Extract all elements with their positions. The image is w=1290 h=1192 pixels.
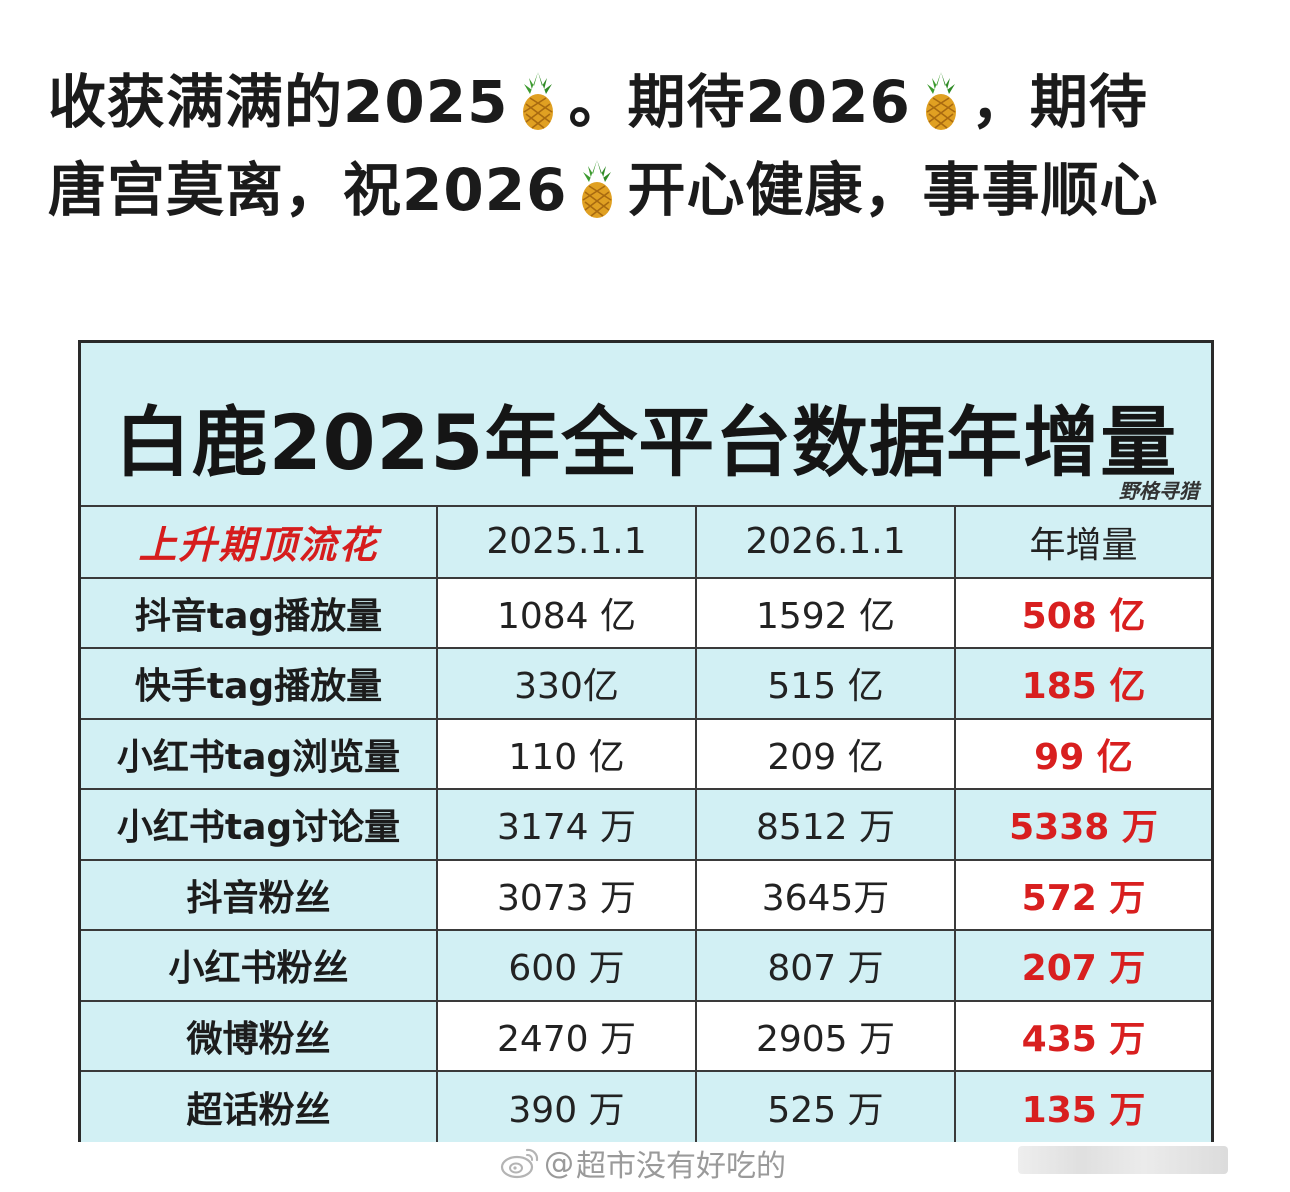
value-2026-cell: 1592 亿 [695, 576, 956, 649]
value-2025-cell: 2470 万 [436, 999, 697, 1072]
table-header-cell: 2026.1.1 [695, 507, 956, 579]
value-2026-cell: 525 万 [695, 1070, 956, 1142]
post-text-segment: 。期待2026 [568, 68, 911, 136]
value-2026-cell: 8512 万 [695, 788, 956, 861]
table-row: 抖音粉丝 3073 万 3645万 572 万 [81, 858, 1211, 931]
post-text-segment: 唐宫莫离，祝2026 [48, 156, 568, 224]
gain-cell: 99 亿 [954, 717, 1211, 790]
value-2025-cell: 3073 万 [436, 858, 697, 931]
post-line-1: 收获满满的2025 。期待2026 ，期待 [48, 58, 1248, 146]
value-2025-cell: 1084 亿 [436, 576, 697, 649]
weibo-icon [500, 1148, 539, 1179]
metric-cell: 小红书粉丝 [81, 929, 438, 1002]
data-card-image[interactable]: 白鹿2025年全平台数据年增量 野格寻猎 上升期顶流花 2025.1.1 202… [78, 340, 1214, 1142]
table-header-cell: 2025.1.1 [436, 507, 697, 579]
metric-cell: 超话粉丝 [81, 1070, 438, 1142]
table-row: 小红书tag讨论量 3174 万 8512 万 5338 万 [81, 788, 1211, 861]
post-text: 收获满满的2025 。期待2026 ，期待 唐宫莫离，祝2026 开心健康，事事… [48, 58, 1248, 234]
table-row: 抖音tag播放量 1084 亿 1592 亿 508 亿 [81, 576, 1211, 649]
metric-cell: 小红书tag讨论量 [81, 788, 438, 861]
post-text-segment: 收获满满的2025 [48, 68, 509, 136]
metric-cell: 抖音tag播放量 [81, 576, 438, 649]
pineapple-icon [925, 72, 956, 130]
data-table: 上升期顶流花 2025.1.1 2026.1.1 年增量 抖音tag播放量 10… [81, 507, 1211, 1142]
metric-cell: 微博粉丝 [81, 999, 438, 1072]
value-2026-cell: 807 万 [695, 929, 956, 1002]
post-text-segment: ，期待 [970, 68, 1148, 136]
value-2025-cell: 330亿 [436, 647, 697, 720]
gain-cell: 435 万 [954, 999, 1211, 1072]
gain-cell: 5338 万 [954, 788, 1211, 861]
table-header-cell: 年增量 [954, 507, 1211, 579]
value-2026-cell: 2905 万 [695, 999, 956, 1072]
pineapple-icon [523, 72, 554, 130]
table-row: 小红书tag浏览量 110 亿 209 亿 99 亿 [81, 717, 1211, 790]
gain-cell: 207 万 [954, 929, 1211, 1002]
card-title: 白鹿2025年全平台数据年增量 [114, 398, 1178, 487]
table-row: 小红书粉丝 600 万 807 万 207 万 [81, 929, 1211, 1002]
post-text-segment: 开心健康，事事顺心 [627, 156, 1159, 224]
value-2025-cell: 390 万 [436, 1070, 697, 1142]
at-sign: @ [544, 1145, 574, 1181]
table-header-cell: 上升期顶流花 [81, 507, 438, 579]
metric-cell: 抖音粉丝 [81, 858, 438, 931]
gain-cell: 185 亿 [954, 647, 1211, 720]
table-row: 快手tag播放量 330亿 515 亿 185 亿 [81, 647, 1211, 720]
pineapple-icon [582, 160, 613, 218]
value-2025-cell: 110 亿 [436, 717, 697, 790]
value-2025-cell: 600 万 [436, 929, 697, 1002]
value-2026-cell: 209 亿 [695, 717, 956, 790]
gain-cell: 135 万 [954, 1070, 1211, 1142]
metric-cell: 小红书tag浏览量 [81, 717, 438, 790]
value-2025-cell: 3174 万 [436, 788, 697, 861]
metric-cell: 快手tag播放量 [81, 647, 438, 720]
post-line-2: 唐宫莫离，祝2026 开心健康，事事顺心 [48, 146, 1248, 234]
author-watermark[interactable]: @ 超市没有好吃的 [500, 1140, 1260, 1186]
author-username: 超市没有好吃的 [576, 1149, 786, 1184]
value-2026-cell: 515 亿 [695, 647, 956, 720]
card-watermark: 野格寻猎 [1119, 479, 1199, 503]
table-row: 超话粉丝 390 万 525 万 135 万 [81, 1070, 1211, 1142]
table-header-row: 上升期顶流花 2025.1.1 2026.1.1 年增量 [81, 507, 1211, 579]
table-row: 微博粉丝 2470 万 2905 万 435 万 [81, 999, 1211, 1072]
gain-cell: 508 亿 [954, 576, 1211, 649]
blurred-watermark [1018, 1146, 1228, 1174]
gain-cell: 572 万 [954, 858, 1211, 931]
card-title-area: 白鹿2025年全平台数据年增量 野格寻猎 [81, 343, 1211, 507]
value-2026-cell: 3645万 [695, 858, 956, 931]
